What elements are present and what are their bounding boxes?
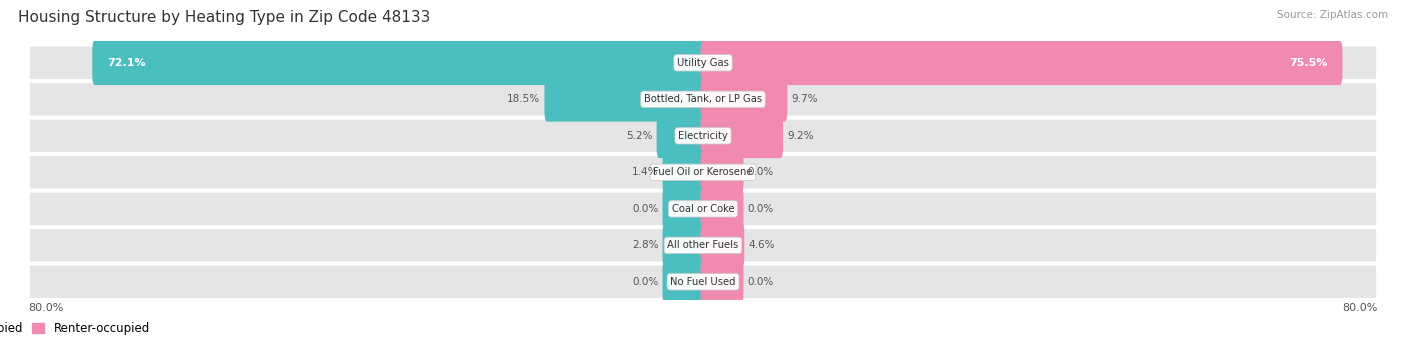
FancyBboxPatch shape [28,154,1378,190]
Text: 9.2%: 9.2% [787,131,814,141]
Text: 1.4%: 1.4% [631,167,658,177]
Text: Utility Gas: Utility Gas [678,58,728,68]
FancyBboxPatch shape [28,118,1378,154]
Text: Fuel Oil or Kerosene: Fuel Oil or Kerosene [654,167,752,177]
FancyBboxPatch shape [700,187,744,231]
FancyBboxPatch shape [28,264,1378,300]
Text: 72.1%: 72.1% [107,58,146,68]
FancyBboxPatch shape [28,81,1378,117]
Text: Source: ZipAtlas.com: Source: ZipAtlas.com [1277,10,1388,20]
Text: 80.0%: 80.0% [1343,303,1378,313]
Text: Bottled, Tank, or LP Gas: Bottled, Tank, or LP Gas [644,94,762,104]
Text: 0.0%: 0.0% [748,277,773,287]
Text: No Fuel Used: No Fuel Used [671,277,735,287]
Text: Coal or Coke: Coal or Coke [672,204,734,214]
Text: 18.5%: 18.5% [508,94,540,104]
FancyBboxPatch shape [700,260,744,304]
FancyBboxPatch shape [28,227,1378,263]
FancyBboxPatch shape [544,77,706,122]
Text: 0.0%: 0.0% [633,277,658,287]
Text: 0.0%: 0.0% [748,204,773,214]
FancyBboxPatch shape [28,45,1378,81]
FancyBboxPatch shape [662,223,706,268]
FancyBboxPatch shape [662,260,706,304]
Text: 80.0%: 80.0% [28,303,63,313]
Text: 0.0%: 0.0% [633,204,658,214]
FancyBboxPatch shape [657,114,706,158]
FancyBboxPatch shape [93,41,706,85]
Text: 2.8%: 2.8% [631,240,658,250]
FancyBboxPatch shape [700,150,744,195]
FancyBboxPatch shape [700,77,787,122]
Text: 0.0%: 0.0% [748,167,773,177]
FancyBboxPatch shape [700,114,783,158]
Text: Electricity: Electricity [678,131,728,141]
FancyBboxPatch shape [662,187,706,231]
Text: 75.5%: 75.5% [1289,58,1327,68]
Legend: Owner-occupied, Renter-occupied: Owner-occupied, Renter-occupied [0,317,155,340]
Text: 4.6%: 4.6% [748,240,775,250]
Text: All other Fuels: All other Fuels [668,240,738,250]
Text: Housing Structure by Heating Type in Zip Code 48133: Housing Structure by Heating Type in Zip… [18,10,430,25]
Text: 9.7%: 9.7% [792,94,818,104]
FancyBboxPatch shape [700,223,744,268]
FancyBboxPatch shape [700,41,1343,85]
Text: 5.2%: 5.2% [626,131,652,141]
FancyBboxPatch shape [28,191,1378,227]
FancyBboxPatch shape [662,150,706,195]
